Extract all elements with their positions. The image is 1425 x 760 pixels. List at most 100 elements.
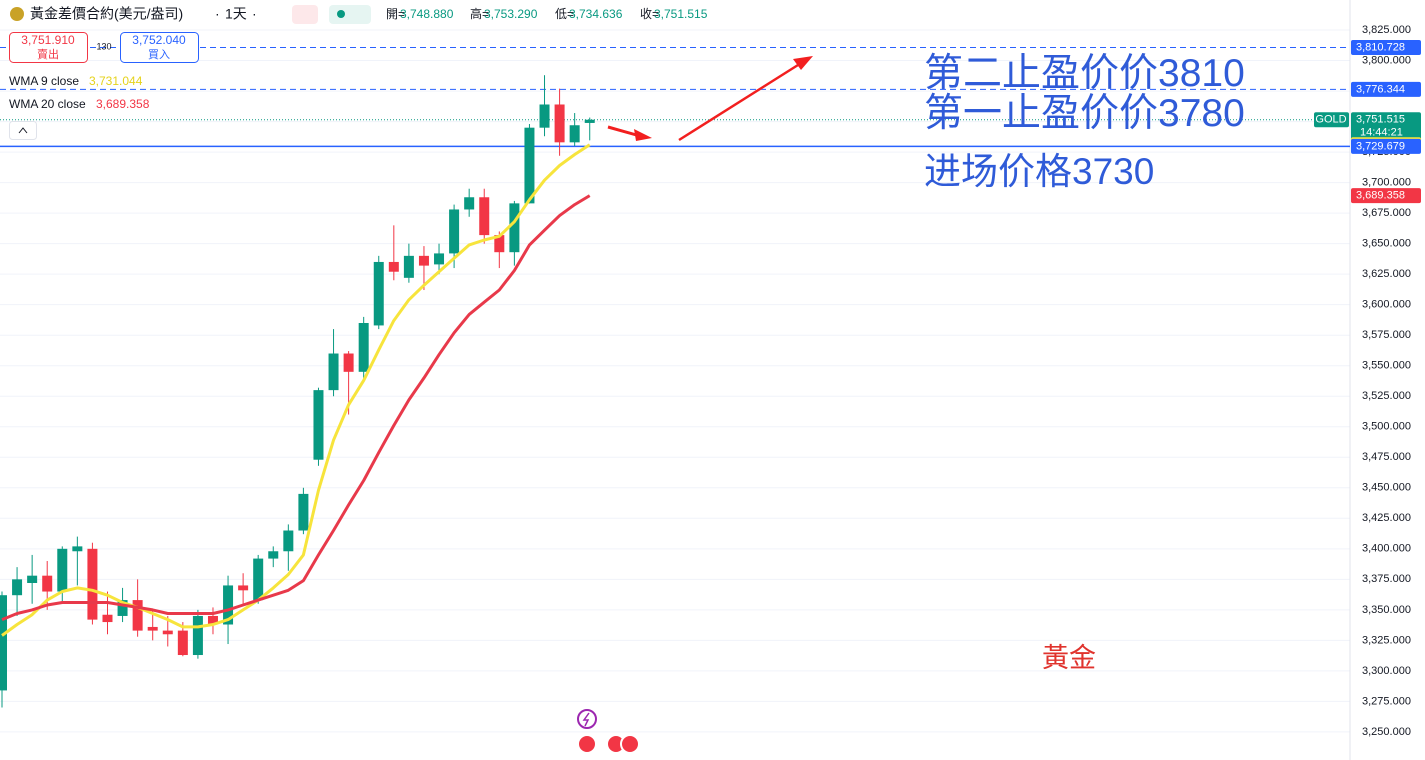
- candle-body: [388, 261, 399, 272]
- candle-body: [343, 353, 354, 372]
- candle-body: [524, 127, 535, 204]
- price-badge-label: 3,729.679: [1356, 140, 1405, 152]
- candle-body: [494, 235, 505, 253]
- y-tick-label: 3,325.000: [1362, 634, 1411, 646]
- price-badge-label: 3,810.728: [1356, 41, 1405, 53]
- event-icon[interactable]: [620, 734, 640, 754]
- annotation: 进场价格3730: [924, 151, 1154, 192]
- candle-body: [449, 209, 460, 254]
- y-tick-label: 3,575.000: [1362, 329, 1411, 341]
- spread: 130: [96, 41, 111, 51]
- y-tick-label: 3,400.000: [1362, 543, 1411, 555]
- candle-body: [539, 104, 550, 128]
- price-badge: [1351, 188, 1421, 204]
- price-badge: [1351, 112, 1421, 141]
- price-badge-label: 3,689.358: [1356, 190, 1405, 202]
- price-badge: [1351, 39, 1421, 55]
- arrow: [678, 63, 799, 142]
- grid: [0, 29, 1350, 733]
- candle-body: [358, 322, 369, 372]
- candle-body: [313, 390, 324, 460]
- candle-body: [102, 614, 113, 623]
- arrow: [607, 125, 641, 138]
- y-tick-label: 3,600.000: [1362, 299, 1411, 311]
- collapse-icon: [18, 127, 28, 134]
- candle-body: [57, 548, 68, 592]
- annotation: 第一止盈价价3780: [924, 92, 1245, 135]
- ohlc-label: 高=: [470, 6, 489, 21]
- sell-price: 3,751.910: [21, 33, 75, 47]
- market-dot: [337, 10, 345, 18]
- candle-body: [223, 585, 234, 625]
- event-icon[interactable]: [577, 734, 597, 754]
- event-icon[interactable]: [577, 709, 597, 729]
- arrow-head: [793, 56, 813, 70]
- indicator-line: [1, 194, 591, 621]
- candle-body: [464, 197, 475, 210]
- legend-value: 3,689.358: [96, 97, 150, 111]
- y-tick-label: 3,425.000: [1362, 512, 1411, 524]
- y-tick-label: 3,675.000: [1362, 207, 1411, 219]
- ohlc-value: 3,751.515: [654, 7, 708, 21]
- candle-body: [192, 615, 203, 656]
- y-tick-label: 3,625.000: [1362, 268, 1411, 280]
- price-badge: [1351, 81, 1421, 97]
- sell-button[interactable]: [9, 32, 88, 63]
- interval: 1天: [225, 6, 247, 22]
- candle-body: [268, 551, 279, 559]
- candle-body: [283, 530, 294, 552]
- legend-label: WMA 20 close: [9, 97, 86, 111]
- y-tick-label: 3,800.000: [1362, 54, 1411, 66]
- buy-label: 買入: [148, 48, 170, 61]
- candle-body: [569, 125, 580, 143]
- candle-body: [162, 630, 173, 635]
- y-tick-label: 3,350.000: [1362, 604, 1411, 616]
- indicator-line: [1, 143, 591, 637]
- y-tick-label: 3,375.000: [1362, 573, 1411, 585]
- candle-body: [177, 630, 188, 656]
- collapse-button[interactable]: [9, 121, 37, 140]
- buy-button[interactable]: [120, 32, 199, 63]
- price-axis: 3,250.000 3,275.000 3,300.000 3,325.000 3,35…: [1314, 24, 1421, 738]
- y-tick-label: 3,300.000: [1362, 665, 1411, 677]
- separator: ·: [252, 6, 257, 22]
- ohlc-label: 收=: [640, 7, 659, 21]
- candle-body: [298, 493, 309, 531]
- y-tick-label: 3,250.000: [1362, 726, 1411, 738]
- candle-body: [27, 575, 38, 584]
- event-icon-glyph: [582, 712, 590, 727]
- candle-body: [434, 253, 445, 265]
- price-badge: [1351, 138, 1421, 154]
- ohlc-label: 開=: [386, 7, 405, 21]
- status-icon[interactable]: [292, 5, 318, 24]
- price-badge-time: 14:44:21: [1360, 127, 1403, 139]
- y-tick-label: 3,475.000: [1362, 451, 1411, 463]
- y-tick-label: 3,550.000: [1362, 360, 1411, 372]
- candle-body: [42, 575, 53, 592]
- candle-body: [253, 558, 264, 601]
- candle-body: [132, 600, 143, 631]
- ohlc-value: 3,748.880: [400, 7, 454, 21]
- arrow-head: [634, 129, 652, 141]
- y-tick-label: 3,275.000: [1362, 695, 1411, 707]
- candle-body: [584, 119, 595, 123]
- candle-body: [479, 197, 490, 236]
- ohlc-value: 3,734.636: [569, 7, 623, 21]
- y-tick-label: 3,525.000: [1362, 390, 1411, 402]
- legend-label: WMA 9 close: [9, 74, 79, 88]
- candle-body: [87, 548, 98, 620]
- market-icon[interactable]: [329, 5, 371, 24]
- candle-body: [147, 626, 158, 631]
- annotation: 黃金: [1042, 643, 1096, 673]
- y-tick-label: 3,650.000: [1362, 238, 1411, 250]
- candle-body: [403, 255, 414, 278]
- symbol-icon: [10, 7, 24, 21]
- candle-body: [0, 595, 7, 691]
- price-badge-label: 3,751.515: [1356, 114, 1405, 126]
- candle-body: [117, 600, 128, 616]
- y-tick-label: 3,825.000: [1362, 24, 1411, 36]
- symbol-tag: [1314, 112, 1349, 128]
- candle-body: [509, 203, 520, 253]
- buy-price: 3,752.040: [132, 33, 186, 47]
